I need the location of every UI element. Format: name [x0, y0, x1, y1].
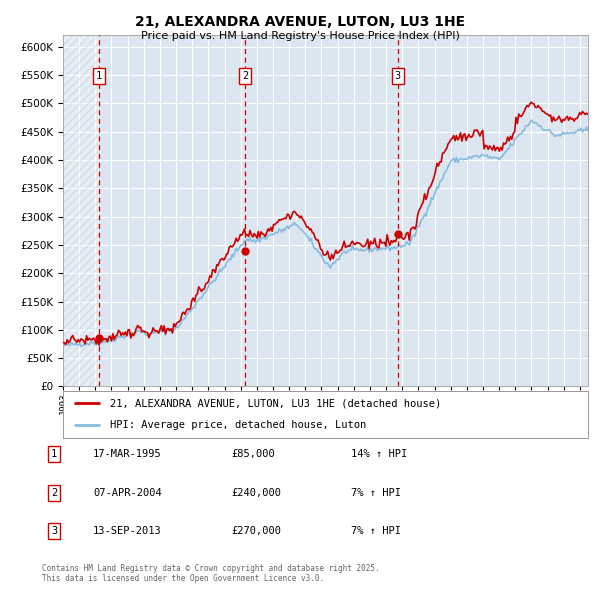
Text: 3: 3 — [51, 526, 57, 536]
Text: £85,000: £85,000 — [231, 450, 275, 459]
Text: 1: 1 — [51, 450, 57, 459]
Text: 13-SEP-2013: 13-SEP-2013 — [93, 526, 162, 536]
Text: 2: 2 — [242, 71, 248, 81]
Text: 7% ↑ HPI: 7% ↑ HPI — [351, 488, 401, 497]
Text: 14% ↑ HPI: 14% ↑ HPI — [351, 450, 407, 459]
Text: £240,000: £240,000 — [231, 488, 281, 497]
Text: 07-APR-2004: 07-APR-2004 — [93, 488, 162, 497]
Text: HPI: Average price, detached house, Luton: HPI: Average price, detached house, Luto… — [110, 420, 367, 430]
Text: 21, ALEXANDRA AVENUE, LUTON, LU3 1HE: 21, ALEXANDRA AVENUE, LUTON, LU3 1HE — [135, 15, 465, 29]
Text: 1: 1 — [95, 71, 102, 81]
Text: 7% ↑ HPI: 7% ↑ HPI — [351, 526, 401, 536]
Text: 17-MAR-1995: 17-MAR-1995 — [93, 450, 162, 459]
Text: Contains HM Land Registry data © Crown copyright and database right 2025.
This d: Contains HM Land Registry data © Crown c… — [42, 563, 380, 583]
Text: 2: 2 — [51, 488, 57, 497]
Text: £270,000: £270,000 — [231, 526, 281, 536]
Text: 21, ALEXANDRA AVENUE, LUTON, LU3 1HE (detached house): 21, ALEXANDRA AVENUE, LUTON, LU3 1HE (de… — [110, 398, 442, 408]
Text: 3: 3 — [394, 71, 401, 81]
Text: Price paid vs. HM Land Registry's House Price Index (HPI): Price paid vs. HM Land Registry's House … — [140, 31, 460, 41]
